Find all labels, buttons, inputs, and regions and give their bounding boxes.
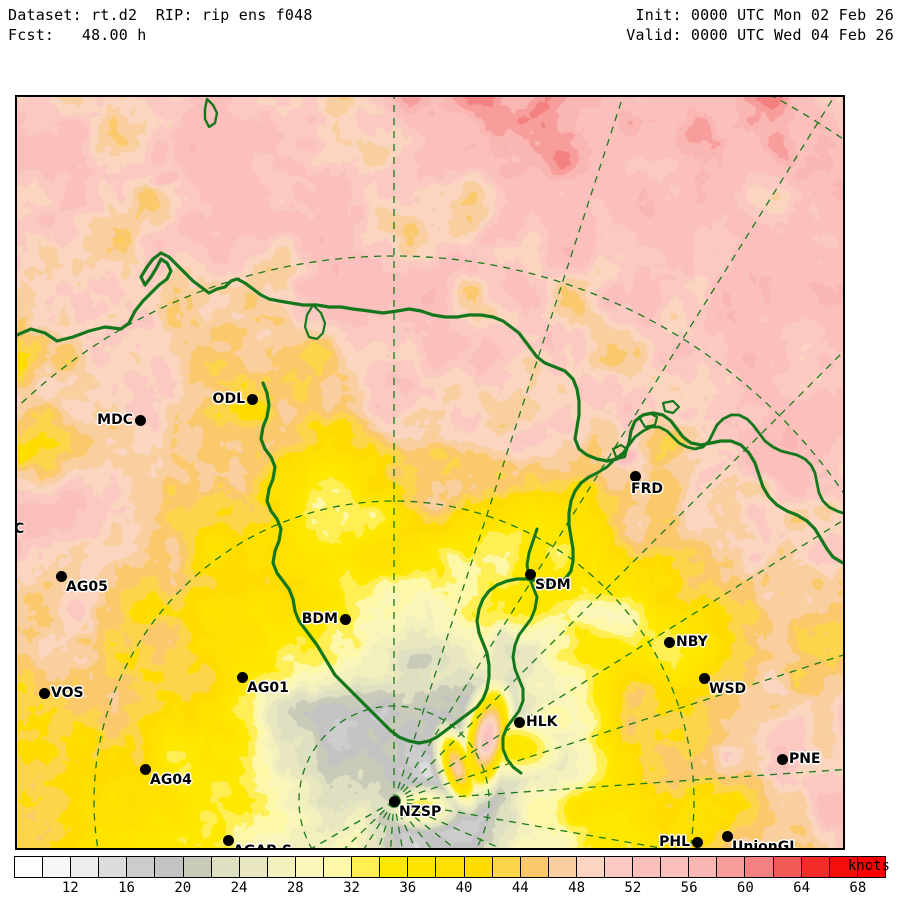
colorbar-segment — [576, 857, 605, 877]
station-label: VOS — [51, 685, 84, 701]
colorbar-segment — [717, 857, 746, 877]
station-label: FRD — [631, 481, 663, 497]
colorbar-tick: 40 — [455, 880, 473, 896]
colorbar-segment — [211, 857, 240, 877]
station-label: NZSP — [399, 804, 442, 820]
valid-time-line: Valid: 0000 UTC Wed 04 Feb 26 — [626, 26, 894, 44]
colorbar-segment — [745, 857, 774, 877]
dataset-line: Dataset: rt.d2 RIP: rip ens f048 — [8, 6, 313, 24]
colorbar-swatches — [14, 856, 886, 878]
colorbar-segment — [857, 857, 885, 877]
map-panel[interactable]: MDC ODL AG05 VOS AG01 BDM AG04 AGAP-S NZSP HLK SDM… — [15, 95, 845, 850]
station-dot-icon — [388, 795, 400, 807]
colorbar-segment — [436, 857, 465, 877]
station-dot-icon — [139, 763, 151, 775]
colorbar-tick: 24 — [230, 880, 248, 896]
colorbar-segment — [324, 857, 353, 877]
colorbar-tick: 28 — [286, 880, 304, 896]
station-dot-icon — [339, 613, 351, 625]
station-dot-icon — [776, 753, 788, 765]
station-label: ODL — [212, 391, 245, 407]
station-dot-icon — [55, 570, 67, 582]
station-label: BDM — [301, 611, 338, 627]
station-label: SDM — [535, 577, 571, 593]
colorbar-segment — [43, 857, 72, 877]
colorbar-segment — [464, 857, 493, 877]
station-label: AG04 — [150, 772, 192, 788]
station-dot-icon — [698, 672, 710, 684]
colorbar-units-label: knots — [847, 858, 890, 874]
station-dot-icon — [629, 470, 641, 482]
station-dot-icon — [38, 687, 50, 699]
colorbar-segment — [633, 857, 662, 877]
station-dot-icon — [663, 636, 675, 648]
station-label: PHL — [659, 834, 690, 850]
colorbar-tick: 68 — [849, 880, 867, 896]
station-label: NBY — [676, 634, 708, 650]
wind-speed-field — [17, 97, 843, 848]
station-label: AG05 — [66, 579, 108, 595]
colorbar-segment — [352, 857, 381, 877]
station-label: UnionGL — [732, 839, 799, 850]
forecast-hour-line: Fcst: 48.00 h — [8, 26, 147, 44]
colorbar-tick: 52 — [624, 880, 642, 896]
init-time-line: Init: 0000 UTC Mon 02 Feb 26 — [635, 6, 894, 24]
colorbar-segment — [155, 857, 184, 877]
edge-station-label-clipped: C — [15, 521, 25, 537]
station-label: AG01 — [247, 680, 289, 696]
colorbar-segment — [71, 857, 100, 877]
colorbar-tick: 16 — [118, 880, 135, 896]
station-dot-icon — [246, 393, 258, 405]
colorbar-tick: 44 — [511, 880, 529, 896]
colorbar-tick: 48 — [568, 880, 586, 896]
station-label: WSD — [709, 681, 747, 697]
colorbar-segment — [829, 857, 858, 877]
colorbar-tick: 32 — [343, 880, 360, 896]
station-dot-icon — [236, 671, 248, 683]
colorbar-legend: 12 16 20 24 28 32 36 40 44 48 52 56 60 64 68 knots — [0, 856, 900, 900]
colorbar-tick: 36 — [399, 880, 417, 896]
colorbar-tick: 64 — [793, 880, 811, 896]
colorbar-tick: 56 — [680, 880, 698, 896]
colorbar-tick-labels: 12 16 20 24 28 32 36 40 44 48 52 56 60 64 68 — [0, 878, 900, 900]
station-dot-icon — [721, 830, 733, 842]
colorbar-segment — [380, 857, 409, 877]
station-label: HLK — [526, 714, 558, 730]
colorbar-segment — [127, 857, 156, 877]
colorbar-tick: 12 — [61, 880, 79, 896]
colorbar-tick: 20 — [174, 880, 192, 896]
colorbar-segment — [239, 857, 268, 877]
colorbar-segment — [520, 857, 549, 877]
header-bar: Dataset: rt.d2 RIP: rip ens f048 Fcst: 4… — [0, 0, 900, 80]
station-dot-icon — [691, 836, 703, 848]
colorbar-segment — [492, 857, 521, 877]
colorbar-segment — [99, 857, 128, 877]
colorbar-segment — [801, 857, 830, 877]
colorbar-segment — [604, 857, 634, 877]
colorbar-segment — [183, 857, 212, 877]
colorbar-segment — [267, 857, 296, 877]
station-dot-icon — [222, 834, 234, 846]
colorbar-segment — [15, 857, 44, 877]
station-dot-icon — [524, 568, 536, 580]
colorbar-segment — [295, 857, 325, 877]
station-label: AGAP-S — [233, 844, 292, 848]
station-label: MDC — [97, 412, 133, 428]
station-dot-icon — [513, 716, 525, 728]
colorbar-segment — [661, 857, 690, 877]
colorbar-segment — [408, 857, 437, 877]
colorbar-segment — [689, 857, 718, 877]
colorbar-segment — [548, 857, 577, 877]
station-dot-icon — [134, 414, 146, 426]
colorbar-tick: 60 — [736, 880, 754, 896]
station-label: PNE — [789, 751, 821, 767]
colorbar-segment — [773, 857, 802, 877]
